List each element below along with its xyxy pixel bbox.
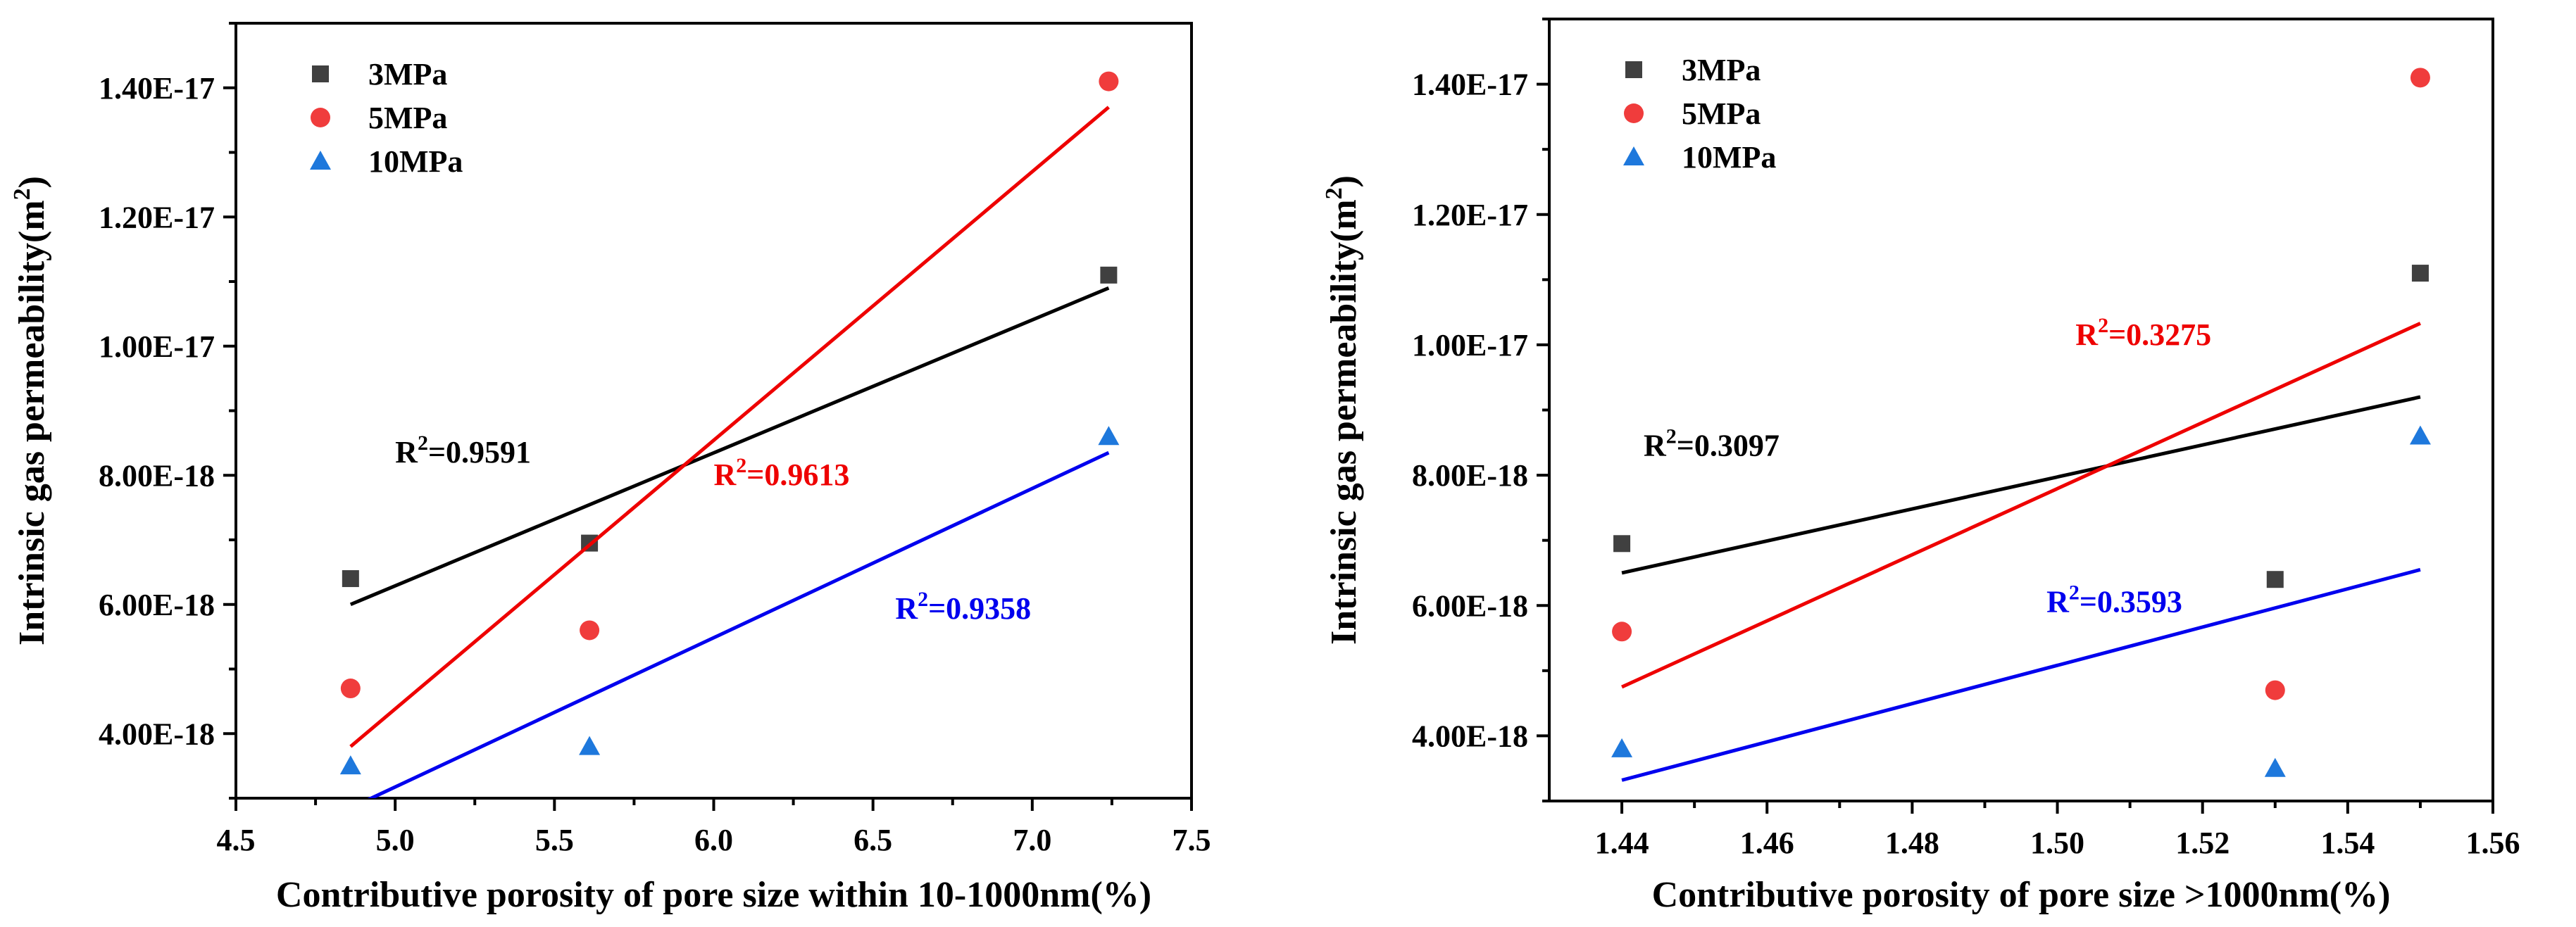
chart-right-panel: 1.44 1.46 1.48 1.50 1.52 1.54 1.56 4.00E-18 6.00… <box>1288 0 2576 927</box>
data-point-3MPa <box>1613 535 1631 553</box>
y-tick-label: 4.00E-18 <box>1412 719 1528 753</box>
y-tick-label: 1.00E-17 <box>99 329 215 364</box>
r2-annotation: R2=0.3275 <box>2075 314 2211 352</box>
y-tick-label: 1.40E-17 <box>1412 68 1528 102</box>
legend-label: 10MPa <box>1682 140 1776 175</box>
data-point-10MPa <box>339 755 361 775</box>
data-point-10MPa <box>2264 757 2286 777</box>
x-tick-label: 5.5 <box>535 823 574 857</box>
data-point-5MPa <box>340 679 361 699</box>
y-tick-label: 8.00E-18 <box>99 458 215 493</box>
data-point-10MPa <box>2409 425 2431 445</box>
legend-label: 10MPa <box>368 144 463 179</box>
legend-label: 3MPa <box>368 57 447 92</box>
data-point-5MPa <box>1099 71 1119 92</box>
data-point-10MPa <box>1098 426 1120 446</box>
fit-line-5MPa <box>1621 322 2421 689</box>
x-tick-label: 1.46 <box>1740 826 1794 860</box>
r2-annotation: R2=0.9358 <box>895 588 1031 626</box>
legend-label: 5MPa <box>1682 96 1761 131</box>
data-point-5MPa <box>1612 622 1632 642</box>
data-point-3MPa <box>2266 571 2284 588</box>
data-point-10MPa <box>1611 738 1633 757</box>
legend-marker-5MPa <box>1624 103 1644 123</box>
y-tick-label: 1.40E-17 <box>99 71 215 106</box>
legend-marker-10MPa <box>310 151 331 170</box>
y-tick-label: 1.20E-17 <box>99 200 215 234</box>
x-axis-label: Contributive porosity of pore size >1000… <box>1652 875 2391 915</box>
y-tick-label: 8.00E-18 <box>1412 458 1528 493</box>
legend-label: 5MPa <box>368 101 447 135</box>
legend-marker-3MPa <box>312 65 329 82</box>
y-tick-label: 4.00E-18 <box>99 717 215 751</box>
legend-marker-3MPa <box>1625 61 1642 78</box>
r2-annotation: R2=0.9591 <box>395 431 531 469</box>
r2-annotation: R2=0.9613 <box>714 454 850 492</box>
fit-line-3MPa <box>349 286 1110 607</box>
x-tick-label: 1.44 <box>1595 826 1649 860</box>
y-axis-label: Intrinsic gas permeability(m2) <box>1321 175 1364 645</box>
x-tick-label: 4.5 <box>217 823 256 857</box>
y-tick-label: 1.20E-17 <box>1412 198 1528 232</box>
fit-line-3MPa <box>1621 395 2421 575</box>
y-axis-label: Intrinsic gas permeability(m2) <box>9 176 52 645</box>
data-point-10MPa <box>579 736 601 755</box>
x-tick-label: 1.50 <box>2030 826 2084 860</box>
chart-left-panel: 4.5 5.0 5.5 6.0 6.5 7.0 7.5 4.00E-18 6.00E-18 8.0… <box>9 22 1211 915</box>
legend-label: 3MPa <box>1682 53 1761 87</box>
x-tick-label: 6.0 <box>694 823 733 857</box>
legend-marker-10MPa <box>1623 146 1644 165</box>
plot-frame <box>235 22 1193 800</box>
y-tick-label: 6.00E-18 <box>99 588 215 622</box>
data-point-5MPa <box>580 620 600 641</box>
r2-annotation: R2=0.3097 <box>1644 424 1780 462</box>
data-point-3MPa <box>1100 266 1118 284</box>
y-tick-label: 1.00E-17 <box>1412 328 1528 362</box>
x-tick-label: 1.56 <box>2466 826 2520 860</box>
x-tick-label: 7.0 <box>1013 823 1051 857</box>
x-tick-label: 1.48 <box>1885 826 1939 860</box>
data-point-3MPa <box>342 570 359 588</box>
chart-left: 4.5 5.0 5.5 6.0 6.5 7.0 7.5 4.00E-18 6.00E-18 8.0… <box>9 22 1211 915</box>
data-point-5MPa <box>2265 680 2285 700</box>
plot-frame <box>1548 18 2494 802</box>
x-tick-label: 1.54 <box>2320 826 2375 860</box>
fit-line-10MPa <box>367 450 1110 798</box>
x-tick-label: 5.0 <box>376 823 415 857</box>
data-point-5MPa <box>2410 68 2430 88</box>
data-point-3MPa <box>2411 265 2429 282</box>
x-tick-label: 1.52 <box>2175 826 2230 860</box>
x-tick-label: 7.5 <box>1173 823 1211 857</box>
x-axis-label: Contributive porosity of pore size withi… <box>276 875 1151 915</box>
fit-line-5MPa <box>349 106 1111 748</box>
r2-annotation: R2=0.3593 <box>2046 581 2182 619</box>
fit-line-10MPa <box>1621 567 2421 782</box>
legend-marker-5MPa <box>311 108 330 127</box>
y-tick-label: 6.00E-18 <box>1412 588 1528 623</box>
x-tick-label: 6.5 <box>854 823 892 857</box>
chart-right: 1.44 1.46 1.48 1.50 1.52 1.54 1.56 4.00E-18 6.00… <box>1321 18 2520 915</box>
